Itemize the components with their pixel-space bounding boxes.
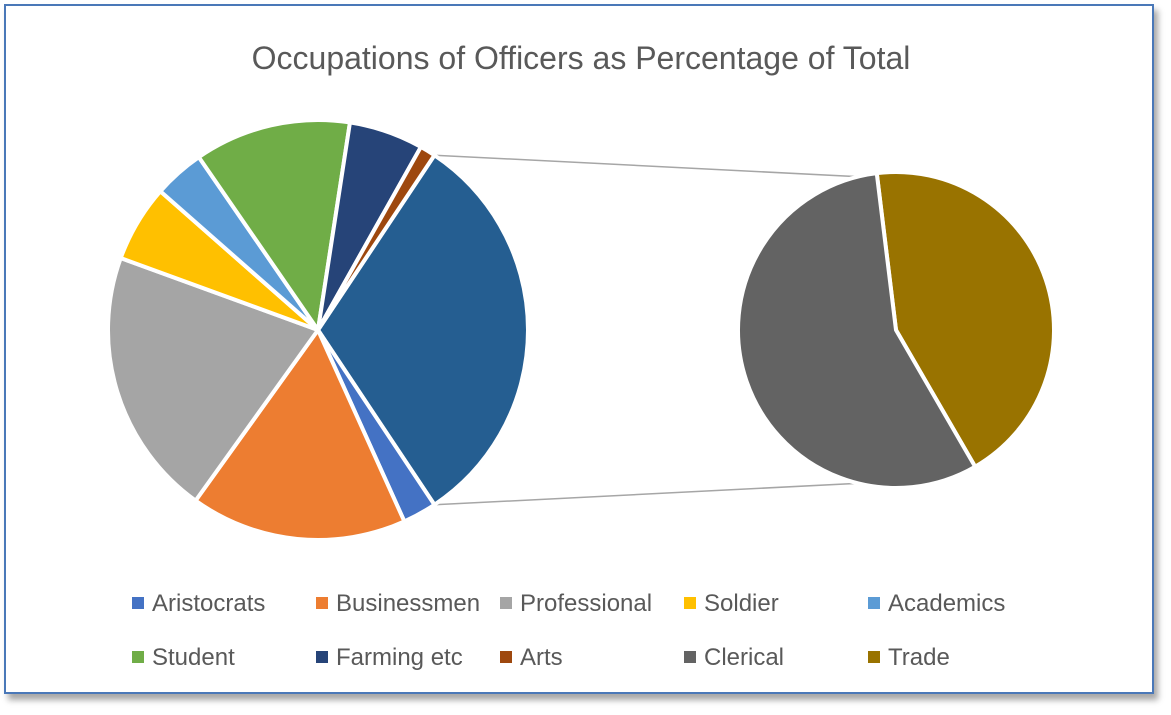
legend-swatch-aristocrats	[132, 597, 144, 609]
chart-title: Occupations of Officers as Percentage of…	[251, 40, 911, 76]
legend-swatch-professional	[500, 597, 512, 609]
main-slice-arts	[316, 144, 437, 332]
legend-swatch-soldier	[684, 597, 696, 609]
connector-lines	[434, 154, 885, 506]
legend-item-trade: Trade	[868, 644, 950, 671]
chart-frame: Occupations of Officers as Percentage of…	[4, 4, 1154, 694]
legend-item-soldier: Soldier	[684, 590, 779, 617]
secondary-slice-clerical	[736, 171, 978, 491]
legend-label-farming-etc: Farming etc	[336, 644, 463, 671]
legend-item-aristocrats: Aristocrats	[132, 590, 265, 617]
legend-label-aristocrats: Aristocrats	[152, 590, 265, 617]
legend: Aristocrats Businessmen Professional Soldie…	[132, 590, 1005, 671]
legend-swatch-arts	[500, 651, 512, 663]
main-pie	[106, 118, 530, 542]
legend-swatch-businessmen	[316, 597, 328, 609]
legend-label-academics: Academics	[888, 590, 1005, 617]
legend-label-soldier: Soldier	[704, 590, 779, 617]
legend-item-farming-etc: Farming etc	[316, 644, 463, 671]
legend-item-student: Student	[132, 644, 235, 671]
main-slice-student	[196, 118, 352, 332]
legend-item-academics: Academics	[868, 590, 1005, 617]
pie-of-pie-chart: Aristocrats Businessmen Professional Soldie…	[106, 118, 1056, 671]
main-slice-professional	[106, 256, 320, 503]
legend-label-businessmen: Businessmen	[336, 590, 480, 617]
main-slice-other	[316, 153, 530, 507]
legend-swatch-academics	[868, 597, 880, 609]
legend-swatch-trade	[868, 651, 880, 663]
connector-line-bottom	[434, 481, 885, 506]
main-slice-businessmen	[193, 328, 407, 542]
secondary-slice-trade	[874, 170, 1056, 469]
legend-label-trade: Trade	[888, 644, 950, 671]
secondary-pie	[736, 170, 1056, 491]
legend-item-professional: Professional	[500, 590, 652, 617]
legend-label-arts: Arts	[520, 644, 563, 671]
legend-label-professional: Professional	[520, 590, 652, 617]
legend-item-clerical: Clerical	[684, 644, 784, 671]
legend-item-businessmen: Businessmen	[316, 590, 480, 617]
legend-swatch-clerical	[684, 651, 696, 663]
legend-swatch-student	[132, 651, 144, 663]
legend-label-clerical: Clerical	[704, 644, 784, 671]
connector-line-top	[434, 154, 885, 179]
legend-label-student: Student	[152, 644, 235, 671]
legend-swatch-farming-etc	[316, 651, 328, 663]
legend-item-arts: Arts	[500, 644, 563, 671]
